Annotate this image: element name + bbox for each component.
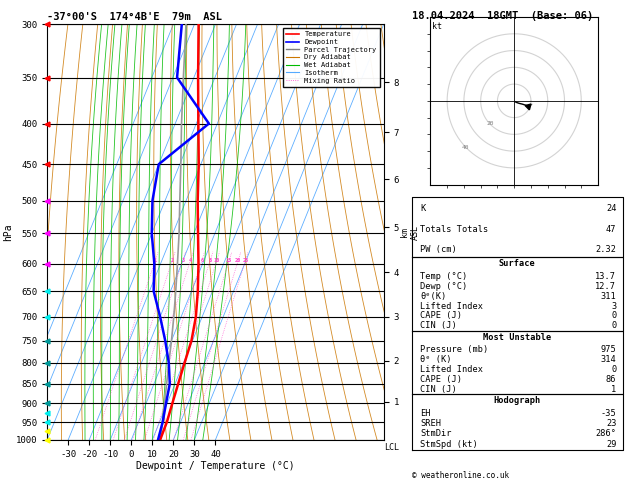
Text: Surface: Surface [499,260,536,268]
Text: 2: 2 [170,258,174,263]
Text: 20: 20 [486,121,494,126]
Text: θᵉ(K): θᵉ(K) [420,292,447,301]
Text: 0: 0 [611,365,616,374]
Text: 286°: 286° [596,430,616,438]
Text: 4: 4 [189,258,192,263]
Text: 20: 20 [235,258,242,263]
Text: K: K [420,205,426,213]
Text: 3: 3 [181,258,184,263]
Text: 10: 10 [214,258,220,263]
Text: CAPE (J): CAPE (J) [420,375,462,383]
Text: 40: 40 [462,145,470,150]
Text: kt: kt [432,22,442,31]
Text: LCL: LCL [384,443,399,452]
Y-axis label: hPa: hPa [3,223,13,241]
Text: -37°00'S  174°4B'E  79m  ASL: -37°00'S 174°4B'E 79m ASL [47,12,222,22]
Y-axis label: km
ASL: km ASL [400,225,420,240]
Text: EH: EH [420,409,431,417]
Text: StmSpd (kt): StmSpd (kt) [420,440,478,449]
Text: 86: 86 [606,375,616,383]
Text: Totals Totals: Totals Totals [420,225,489,234]
Text: CIN (J): CIN (J) [420,321,457,330]
Text: Most Unstable: Most Unstable [483,332,552,342]
Text: 2.32: 2.32 [596,245,616,254]
Text: Lifted Index: Lifted Index [420,301,484,311]
X-axis label: Dewpoint / Temperature (°C): Dewpoint / Temperature (°C) [136,461,295,471]
Text: CAPE (J): CAPE (J) [420,312,462,320]
Text: 975: 975 [601,345,616,354]
Legend: Temperature, Dewpoint, Parcel Trajectory, Dry Adiabat, Wet Adiabat, Isotherm, Mi: Temperature, Dewpoint, Parcel Trajectory… [283,28,380,87]
Text: 311: 311 [601,292,616,301]
Text: θᵉ (K): θᵉ (K) [420,355,452,364]
Text: Hodograph: Hodograph [494,396,541,405]
Text: Lifted Index: Lifted Index [420,365,484,374]
Text: SREH: SREH [420,419,442,428]
Text: 6: 6 [200,258,203,263]
Text: 18.04.2024  18GMT  (Base: 06): 18.04.2024 18GMT (Base: 06) [412,11,593,21]
Text: 0: 0 [611,321,616,330]
Text: 12.7: 12.7 [596,282,616,291]
Text: 0: 0 [611,312,616,320]
Text: CIN (J): CIN (J) [420,384,457,394]
Text: 24: 24 [606,205,616,213]
Text: -35: -35 [601,409,616,417]
Text: StmDir: StmDir [420,430,452,438]
Text: 314: 314 [601,355,616,364]
Text: 3: 3 [611,301,616,311]
Text: 13.7: 13.7 [596,272,616,281]
Text: Pressure (mb): Pressure (mb) [420,345,489,354]
Text: 47: 47 [606,225,616,234]
Text: Dewp (°C): Dewp (°C) [420,282,468,291]
Text: Temp (°C): Temp (°C) [420,272,468,281]
Text: 1: 1 [611,384,616,394]
Text: 15: 15 [226,258,232,263]
Text: © weatheronline.co.uk: © weatheronline.co.uk [412,471,509,480]
Text: 25: 25 [242,258,248,263]
Text: PW (cm): PW (cm) [420,245,457,254]
Text: 1: 1 [153,258,157,263]
Text: 8: 8 [209,258,211,263]
Text: 29: 29 [606,440,616,449]
Text: 23: 23 [606,419,616,428]
